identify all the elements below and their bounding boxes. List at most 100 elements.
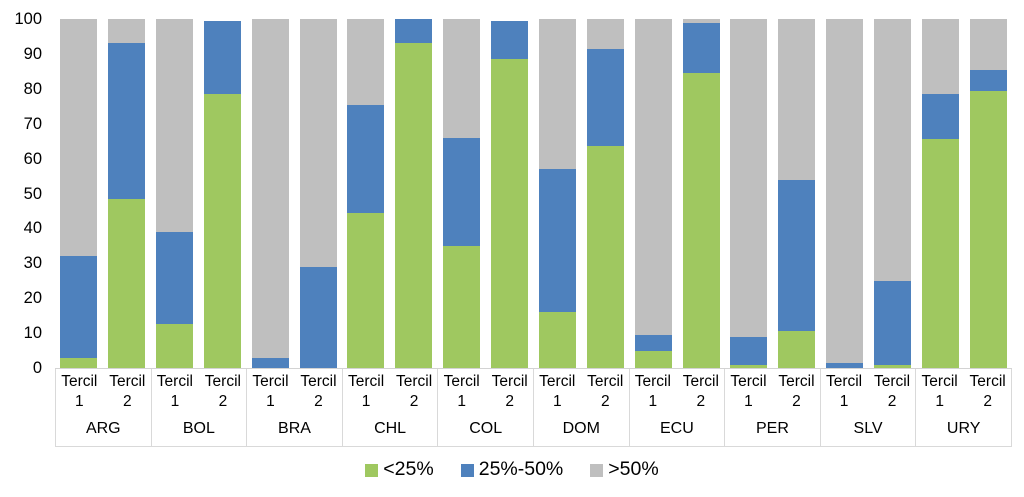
tercil-label: Tercil 1: [61, 373, 98, 410]
tercil-row: Tercil 1 Tercil 2: [630, 369, 725, 416]
tercil-row: Tercil 1 Tercil 2: [725, 369, 820, 416]
y-tick-label: 30: [23, 254, 42, 273]
tercil-label: Tercil 2: [682, 373, 719, 410]
tercil-row: Tercil 1 Tercil 2: [152, 369, 247, 416]
bar-arg-tercil2: [108, 19, 146, 368]
bar-per-tercil1: [730, 19, 768, 368]
country-label: BOL: [182, 420, 215, 437]
bar-group-per: [725, 19, 821, 368]
bar-segment: [921, 139, 959, 368]
bar-segment: [60, 357, 98, 368]
country-label: COL: [469, 420, 503, 437]
bar-chl-tercil2: [395, 19, 433, 368]
bar-segment: [251, 357, 289, 368]
y-tick-label: 90: [23, 44, 42, 63]
bar-group-slv: [821, 19, 917, 368]
bar-bra-tercil1: [251, 19, 289, 368]
tercil-label: Tercil 2: [204, 373, 241, 410]
bar-segment: [682, 22, 720, 74]
bar-segment: [347, 212, 385, 368]
bar-ury-tercil1: [921, 19, 959, 368]
tercil-label: Tercil 2: [969, 373, 1006, 410]
bar-chl-tercil1: [347, 19, 385, 368]
bar-segment: [108, 43, 146, 199]
bar-segment: [921, 19, 959, 95]
bar-group-ecu: [629, 19, 725, 368]
bar-segment: [108, 19, 146, 44]
legend-item: >50%: [590, 458, 659, 481]
bar-segment: [299, 19, 337, 267]
bar-segment: [443, 19, 481, 138]
tercil-row: Tercil 1 Tercil 2: [821, 369, 916, 416]
x-label-group-bra: Tercil 1 Tercil 2 BRA: [246, 369, 342, 446]
legend-label: >50%: [608, 458, 659, 481]
bar-segment: [60, 256, 98, 358]
bar-segment: [778, 19, 816, 180]
bar-segment: [60, 19, 98, 257]
tercil-label: Tercil 1: [156, 373, 193, 410]
bar-segment: [108, 198, 146, 368]
country-label: CHL: [374, 420, 407, 437]
legend-label: 25%-50%: [478, 458, 564, 481]
bar-segment: [251, 19, 289, 358]
tercil-label: Tercil 1: [443, 373, 480, 410]
bar-segment: [299, 266, 337, 368]
bar-segment: [969, 69, 1007, 91]
bar-slv-tercil1: [825, 19, 863, 368]
x-label-group-ecu: Tercil 1 Tercil 2 ECU: [628, 369, 725, 446]
legend-swatch: [590, 463, 604, 477]
bar-col-tercil1: [443, 19, 481, 368]
bar-segment: [825, 362, 863, 368]
bar-group-ury: [916, 19, 1012, 368]
x-label-group-dom: Tercil 1 Tercil 2 DOM: [532, 369, 629, 446]
bar-segment: [586, 19, 624, 49]
bar-segment: [873, 19, 911, 281]
tercil-label: Tercil 2: [587, 373, 624, 410]
country-label: BRA: [278, 420, 311, 437]
bar-segment: [156, 324, 194, 368]
bar-segment: [634, 19, 672, 335]
tercil-row: Tercil 1 Tercil 2: [916, 369, 1011, 416]
bar-segment: [969, 19, 1007, 70]
tercil-label: Tercil 2: [109, 373, 146, 410]
x-label-group-per: Tercil 1 Tercil 2 PER: [724, 369, 820, 446]
tercil-label: Tercil 1: [634, 373, 671, 410]
bar-group-bol: [151, 19, 247, 368]
bar-segment: [825, 19, 863, 363]
tercil-label: Tercil 1: [921, 373, 958, 410]
bar-segment: [347, 104, 385, 213]
tercil-row: Tercil 1 Tercil 2: [247, 369, 342, 416]
tercil-row: Tercil 1 Tercil 2: [534, 369, 629, 416]
bar-segment: [204, 94, 242, 368]
x-label-group-arg: Tercil 1 Tercil 2 ARG: [55, 369, 151, 446]
bar-arg-tercil1: [60, 19, 98, 368]
y-tick-label: 20: [23, 288, 42, 307]
tercil-label: Tercil 2: [300, 373, 337, 410]
y-axis: 0 10 20 30 40 50 60 70 80 90 100: [0, 11, 44, 376]
bar-segment: [538, 19, 576, 170]
legend-label: <25%: [383, 458, 434, 481]
country-label: DOM: [562, 420, 600, 437]
bar-segment: [443, 137, 481, 246]
tercil-label: Tercil 1: [539, 373, 576, 410]
bar-segment: [443, 245, 481, 368]
y-tick-label: 40: [23, 219, 42, 238]
country-label: URY: [946, 420, 981, 437]
x-label-group-slv: Tercil 1 Tercil 2 SLV: [819, 369, 916, 446]
bar-group-arg: [55, 19, 151, 368]
bar-dom-tercil2: [586, 19, 624, 368]
y-tick-label: 80: [23, 79, 42, 98]
y-tick-label: 100: [14, 9, 42, 28]
tercil-row: Tercil 1 Tercil 2: [56, 369, 151, 416]
bar-bol-tercil1: [156, 19, 194, 368]
bar-segment: [395, 19, 433, 44]
country-label: ARG: [85, 420, 121, 437]
y-tick-label: 50: [23, 184, 42, 203]
bar-ury-tercil2: [969, 19, 1007, 368]
bar-segment: [921, 94, 959, 140]
bar-group-bra: [246, 19, 342, 368]
bar-group-col: [438, 19, 534, 368]
legend-swatch: [365, 463, 379, 477]
bar-segment: [730, 364, 768, 368]
bar-segment: [586, 146, 624, 368]
